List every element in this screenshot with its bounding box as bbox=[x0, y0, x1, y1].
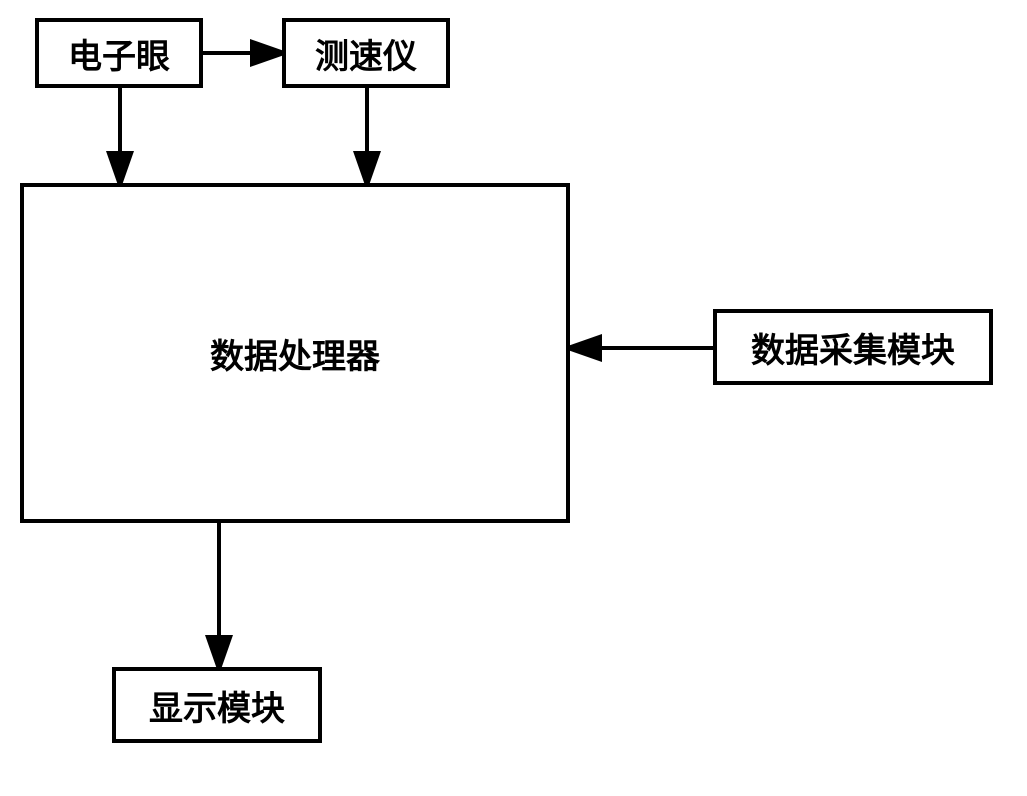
diagram-canvas: 电子眼 测速仪 数据处理器 数据采集模块 显示模块 bbox=[0, 0, 1027, 796]
node-display-module-label: 显示模块 bbox=[149, 681, 285, 730]
node-electronic-eye: 电子眼 bbox=[35, 18, 203, 88]
node-speedometer: 测速仪 bbox=[282, 18, 450, 88]
node-data-acquisition-module: 数据采集模块 bbox=[713, 309, 993, 385]
node-speedometer-label: 测速仪 bbox=[315, 29, 417, 78]
node-data-processor-label: 数据处理器 bbox=[210, 329, 380, 378]
node-data-processor: 数据处理器 bbox=[20, 183, 570, 523]
node-display-module: 显示模块 bbox=[112, 667, 322, 743]
node-data-acquisition-module-label: 数据采集模块 bbox=[751, 323, 955, 372]
node-electronic-eye-label: 电子眼 bbox=[68, 29, 170, 78]
